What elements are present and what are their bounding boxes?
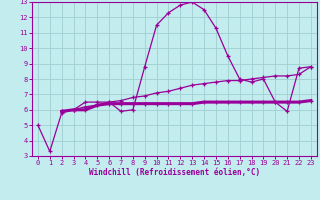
X-axis label: Windchill (Refroidissement éolien,°C): Windchill (Refroidissement éolien,°C) — [89, 168, 260, 177]
